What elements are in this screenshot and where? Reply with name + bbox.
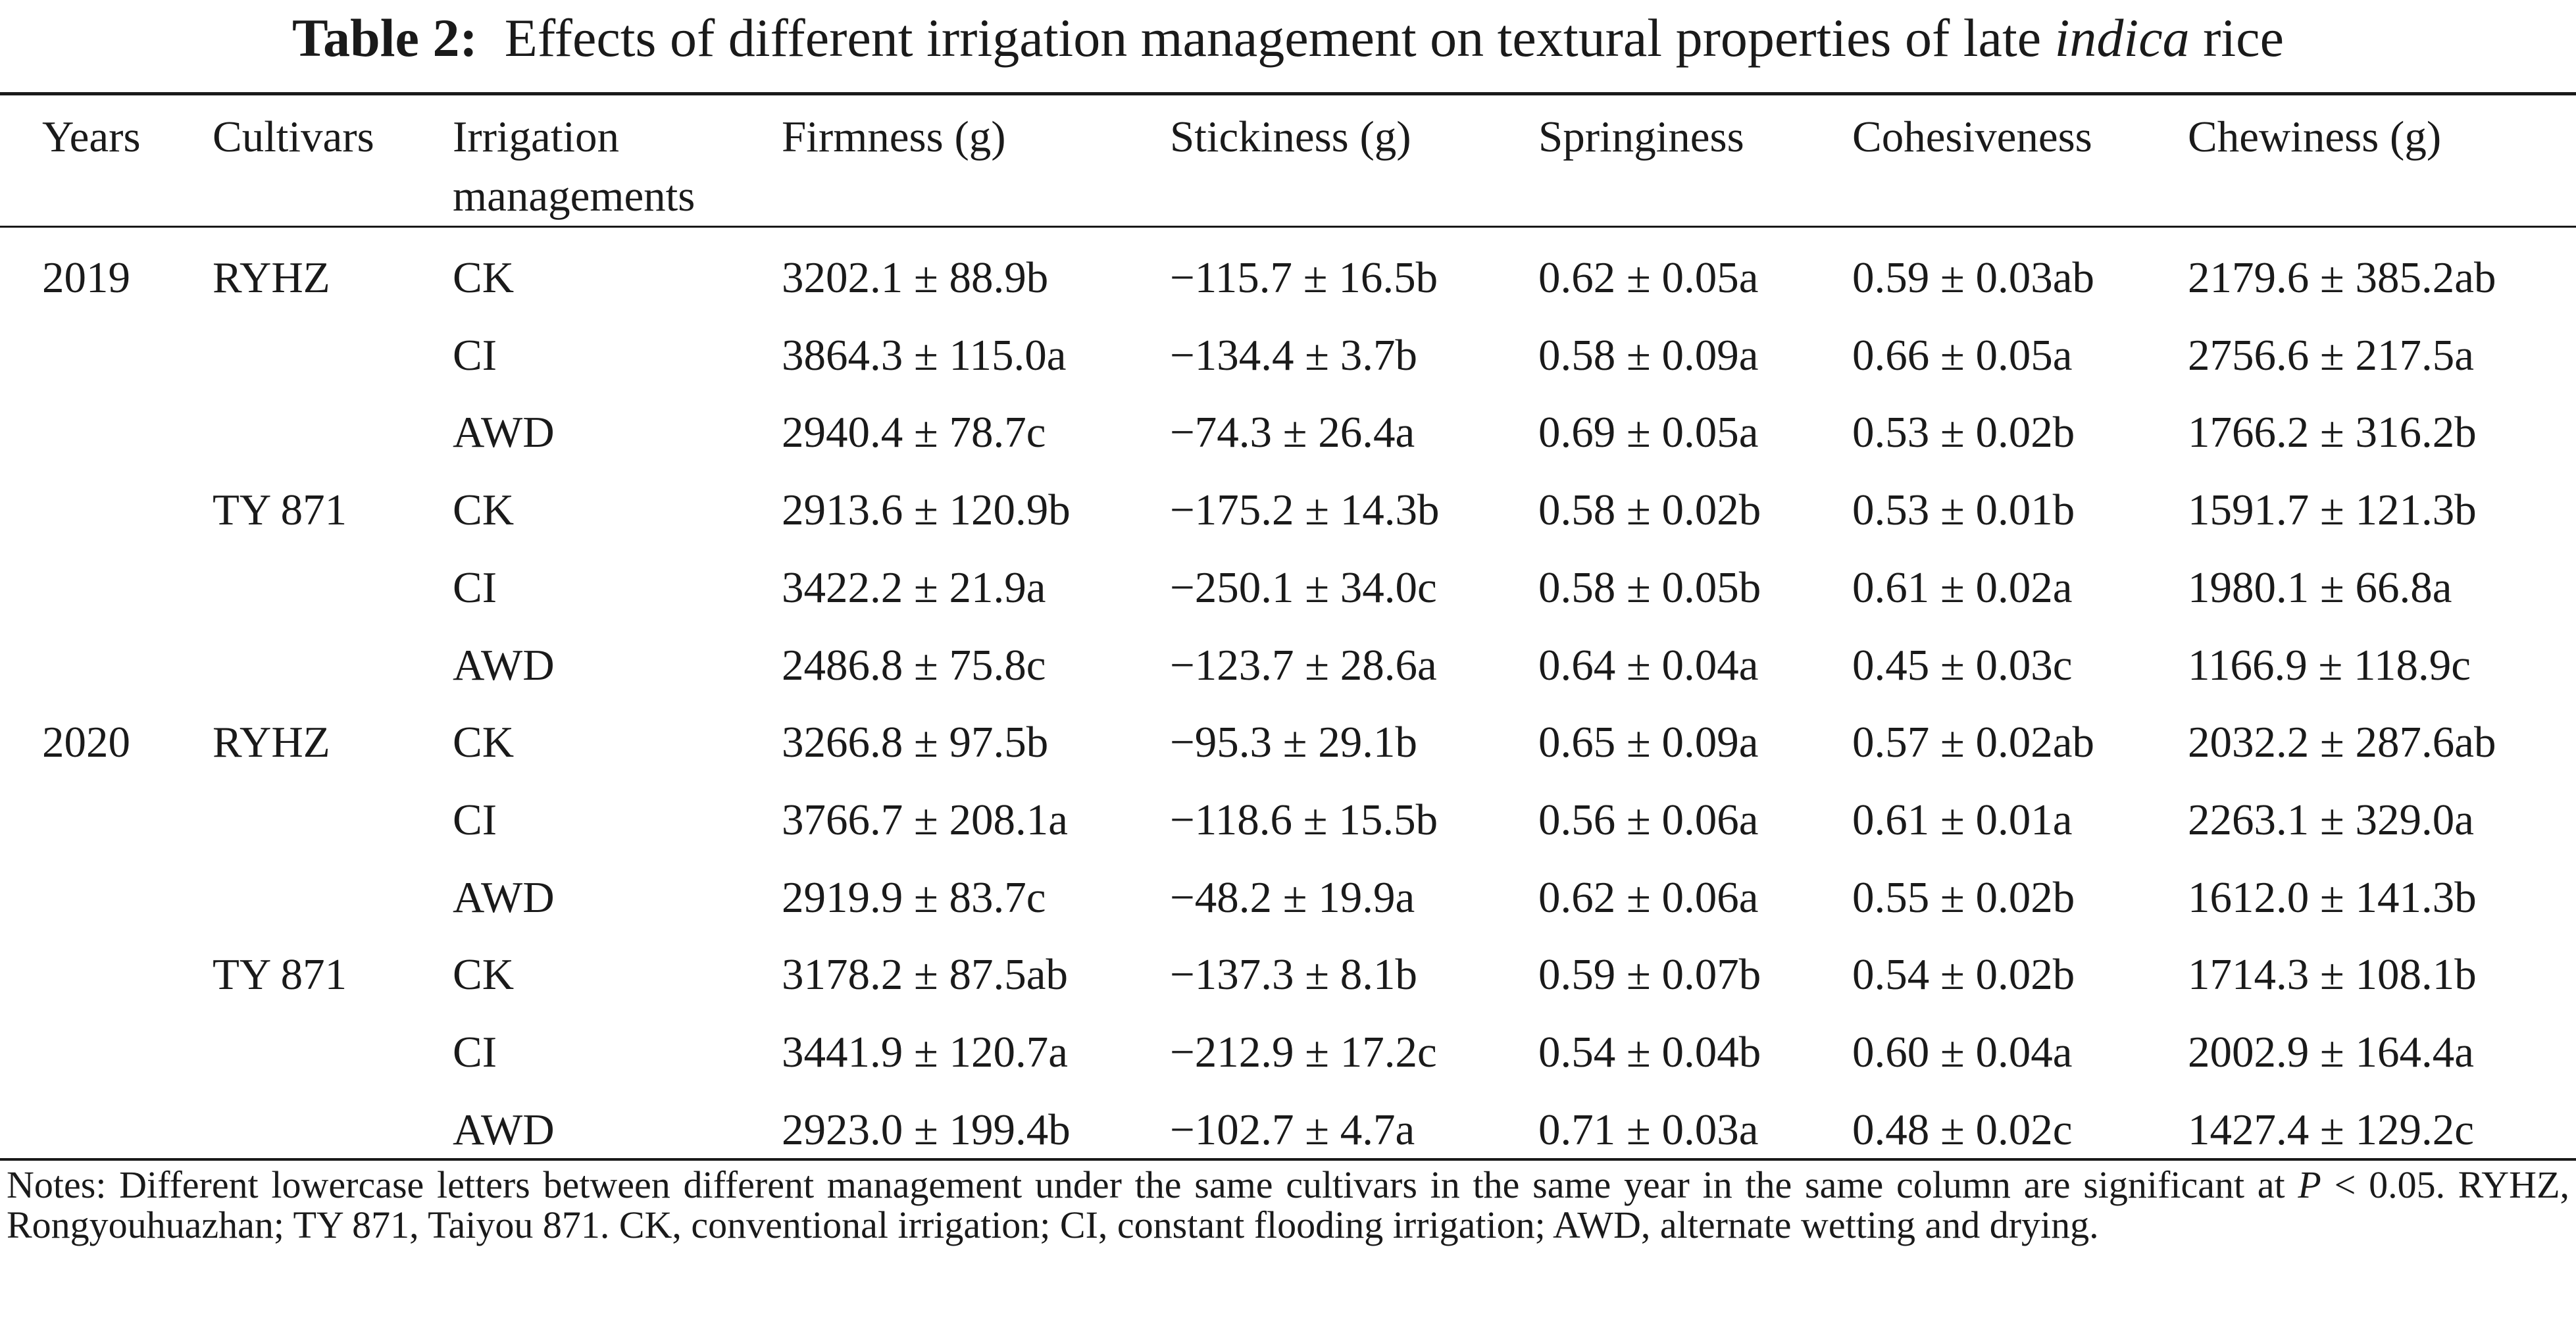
cell-springiness: 0.58 ± 0.09a [1538, 331, 1759, 380]
cell-cultivar: TY 871 [213, 486, 347, 534]
bottom-rule [0, 1158, 2576, 1161]
cell-firmness: 2919.9 ± 83.7c [782, 873, 1046, 922]
cell-chewiness: 1166.9 ± 118.9c [2188, 641, 2471, 690]
cell-springiness: 0.58 ± 0.02b [1538, 486, 1761, 534]
cell-irrigation: CI [453, 1028, 497, 1077]
cell-irrigation: CK [453, 486, 515, 534]
cell-year: 2019 [42, 253, 130, 302]
top-rule [0, 92, 2576, 95]
cell-chewiness: 1980.1 ± 66.8a [2188, 563, 2452, 612]
header-firmness: Firmness (g) [782, 113, 1006, 161]
cell-stickiness: −123.7 ± 28.6a [1170, 641, 1437, 690]
cell-cohesiveness: 0.53 ± 0.01b [1852, 486, 2075, 534]
cell-chewiness: 2263.1 ± 329.0a [2188, 796, 2475, 844]
title-text: Effects of different irrigation manageme… [504, 8, 2042, 68]
cell-springiness: 0.62 ± 0.05a [1538, 253, 1759, 302]
cell-chewiness: 2179.6 ± 385.2ab [2188, 253, 2496, 302]
cell-irrigation: AWD [453, 873, 555, 922]
header-rule [0, 226, 2576, 228]
table-notes: Notes: Different lowercase letters betwe… [7, 1165, 2569, 1245]
cell-irrigation: CK [453, 950, 515, 999]
cell-irrigation: CI [453, 331, 497, 380]
cell-cohesiveness: 0.61 ± 0.02a [1852, 563, 2073, 612]
cell-stickiness: −115.7 ± 16.5b [1170, 253, 1438, 302]
cell-chewiness: 1612.0 ± 141.3b [2188, 873, 2477, 922]
cell-chewiness: 2756.6 ± 217.5a [2188, 331, 2475, 380]
cell-firmness: 3422.2 ± 21.9a [782, 563, 1046, 612]
cell-irrigation: CK [453, 253, 515, 302]
cell-stickiness: −137.3 ± 8.1b [1170, 950, 1418, 999]
title-italic-word: indica [2054, 8, 2190, 68]
table-label: Table 2: [292, 8, 478, 68]
header-years: Years [42, 113, 141, 161]
cell-firmness: 3766.7 ± 208.1a [782, 796, 1069, 844]
cell-irrigation: AWD [453, 1105, 555, 1154]
cell-irrigation: AWD [453, 408, 555, 457]
cell-cohesiveness: 0.66 ± 0.05a [1852, 331, 2073, 380]
cell-stickiness: −175.2 ± 14.3b [1170, 486, 1440, 534]
cell-year: 2020 [42, 718, 130, 767]
cell-firmness: 2940.4 ± 78.7c [782, 408, 1046, 457]
cell-cohesiveness: 0.61 ± 0.01a [1852, 796, 2073, 844]
cell-firmness: 3864.3 ± 115.0a [782, 331, 1067, 380]
cell-cohesiveness: 0.55 ± 0.02b [1852, 873, 2075, 922]
cell-chewiness: 2002.9 ± 164.4a [2188, 1028, 2475, 1077]
cell-irrigation: CI [453, 796, 497, 844]
header-irrigation-line1: Irrigation [453, 113, 620, 161]
header-cultivars: Cultivars [213, 113, 374, 161]
cell-stickiness: −95.3 ± 29.1b [1170, 718, 1418, 767]
cell-stickiness: −134.4 ± 3.7b [1170, 331, 1418, 380]
cell-stickiness: −102.7 ± 4.7a [1170, 1105, 1415, 1154]
cell-chewiness: 1591.7 ± 121.3b [2188, 486, 2477, 534]
cell-firmness: 3202.1 ± 88.9b [782, 253, 1049, 302]
header-chewiness: Chewiness (g) [2188, 113, 2442, 161]
cell-chewiness: 2032.2 ± 287.6ab [2188, 718, 2496, 767]
cell-irrigation: CI [453, 563, 497, 612]
cell-firmness: 3266.8 ± 97.5b [782, 718, 1049, 767]
cell-stickiness: −74.3 ± 26.4a [1170, 408, 1415, 457]
cell-stickiness: −118.6 ± 15.5b [1170, 796, 1438, 844]
cell-chewiness: 1714.3 ± 108.1b [2188, 950, 2477, 999]
cell-stickiness: −250.1 ± 34.0c [1170, 563, 1437, 612]
cell-irrigation: AWD [453, 641, 555, 690]
cell-stickiness: −212.9 ± 17.2c [1170, 1028, 1437, 1077]
cell-cohesiveness: 0.57 ± 0.02ab [1852, 718, 2095, 767]
header-stickiness: Stickiness (g) [1170, 113, 1411, 161]
cell-springiness: 0.65 ± 0.09a [1538, 718, 1759, 767]
cell-springiness: 0.58 ± 0.05b [1538, 563, 1761, 612]
cell-springiness: 0.71 ± 0.03a [1538, 1105, 1759, 1154]
notes-text-1: Notes: Different lowercase letters betwe… [7, 1163, 2285, 1206]
cell-chewiness: 1427.4 ± 129.2c [2188, 1105, 2475, 1154]
table-title: Table 2: Effects of different irrigation… [0, 5, 2576, 71]
cell-cultivar: RYHZ [213, 718, 330, 767]
cell-firmness: 3441.9 ± 120.7a [782, 1028, 1069, 1077]
cell-cohesiveness: 0.45 ± 0.03c [1852, 641, 2073, 690]
cell-chewiness: 1766.2 ± 316.2b [2188, 408, 2477, 457]
cell-cohesiveness: 0.48 ± 0.02c [1852, 1105, 2073, 1154]
cell-cohesiveness: 0.60 ± 0.04a [1852, 1028, 2073, 1077]
cell-irrigation: CK [453, 718, 515, 767]
cell-firmness: 3178.2 ± 87.5ab [782, 950, 1069, 999]
cell-cohesiveness: 0.54 ± 0.02b [1852, 950, 2075, 999]
cell-cultivar: RYHZ [213, 253, 330, 302]
header-springiness: Springiness [1538, 113, 1744, 161]
cell-springiness: 0.56 ± 0.06a [1538, 796, 1759, 844]
title-text-end: rice [2203, 8, 2284, 68]
cell-firmness: 2486.8 ± 75.8c [782, 641, 1046, 690]
cell-cohesiveness: 0.53 ± 0.02b [1852, 408, 2075, 457]
cell-cohesiveness: 0.59 ± 0.03ab [1852, 253, 2095, 302]
cell-springiness: 0.69 ± 0.05a [1538, 408, 1759, 457]
notes-text-2: < 0.05. RYHZ, Rongyouhuazhan; TY 871, Ta… [7, 1163, 2569, 1246]
cell-springiness: 0.54 ± 0.04b [1538, 1028, 1761, 1077]
header-irrigation-line2: managements [453, 172, 695, 220]
cell-firmness: 2923.0 ± 199.4b [782, 1105, 1071, 1154]
header-cohesiveness: Cohesiveness [1852, 113, 2092, 161]
cell-springiness: 0.59 ± 0.07b [1538, 950, 1761, 999]
cell-springiness: 0.64 ± 0.04a [1538, 641, 1759, 690]
cell-firmness: 2913.6 ± 120.9b [782, 486, 1071, 534]
notes-p-symbol: P [2298, 1163, 2321, 1206]
cell-springiness: 0.62 ± 0.06a [1538, 873, 1759, 922]
cell-cultivar: TY 871 [213, 950, 347, 999]
cell-stickiness: −48.2 ± 19.9a [1170, 873, 1415, 922]
